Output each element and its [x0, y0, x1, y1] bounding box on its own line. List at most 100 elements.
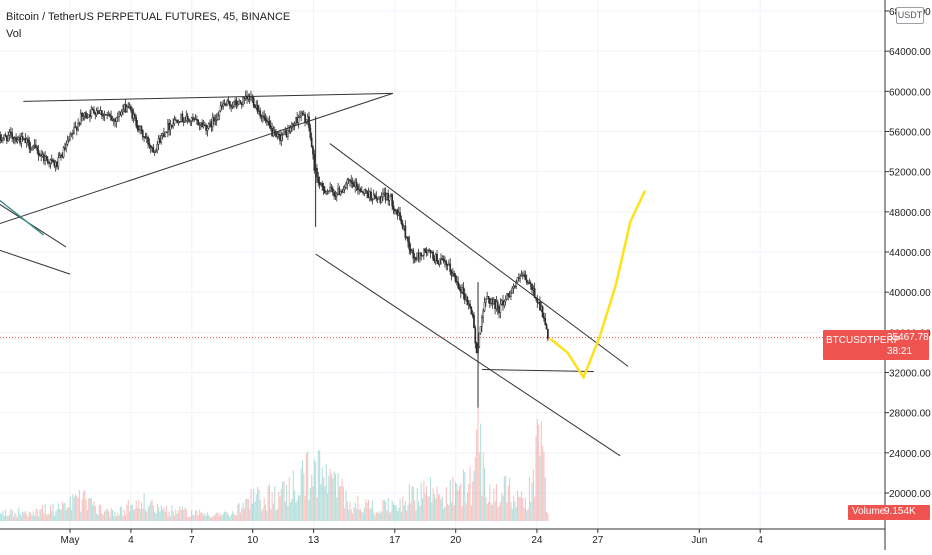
- candle-body: [506, 293, 508, 300]
- candle-body: [268, 121, 271, 127]
- volume-bar: [489, 484, 491, 521]
- volume-bar: [214, 514, 216, 521]
- volume-bar: [197, 515, 199, 521]
- volume-indicator-label[interactable]: Vol: [6, 28, 22, 40]
- volume-bar: [515, 506, 517, 521]
- volume-bar: [226, 512, 228, 521]
- candle-body: [189, 120, 192, 122]
- volume-bar: [386, 510, 388, 521]
- volume-bar: [239, 512, 242, 521]
- candle-body: [280, 135, 283, 141]
- volume-bar: [472, 481, 474, 521]
- volume-bar: [419, 506, 421, 521]
- candle-body: [215, 118, 218, 121]
- volume-bar: [408, 484, 410, 521]
- candle-body: [145, 136, 148, 139]
- candle-body: [184, 119, 186, 122]
- volume-bar: [445, 486, 447, 521]
- volume-bar: [350, 509, 352, 521]
- candle-body: [130, 106, 132, 111]
- volume-bar: [422, 498, 424, 521]
- volume-bar: [547, 513, 549, 521]
- candle-body: [221, 105, 223, 107]
- candle-body: [370, 191, 372, 201]
- candle-body: [528, 282, 531, 284]
- candle-body: [4, 134, 7, 137]
- candle-body: [8, 131, 11, 136]
- candle-body: [432, 251, 434, 260]
- price-tick-label: 56000.00: [889, 128, 931, 139]
- volume-bar: [296, 499, 298, 521]
- candle-body: [529, 282, 532, 285]
- candle-body: [207, 123, 210, 129]
- time-tick-label: 17: [389, 535, 401, 546]
- volume-bar: [456, 483, 458, 521]
- volume-bar: [394, 505, 396, 521]
- candle-body: [420, 252, 423, 257]
- candle-body: [500, 300, 503, 305]
- candle-body: [203, 124, 206, 127]
- candle-body: [341, 190, 343, 193]
- candle-body: [17, 137, 20, 141]
- volume-bar: [41, 504, 44, 521]
- symbol-title[interactable]: Bitcoin / TetherUS PERPETUAL FUTURES, 45…: [6, 11, 291, 23]
- candle-body: [178, 121, 181, 123]
- candle-body: [392, 205, 395, 210]
- volume-bar: [502, 495, 504, 521]
- candle-body: [160, 135, 163, 144]
- currency-badge[interactable]: USDT: [896, 7, 924, 24]
- candle-body: [417, 252, 420, 259]
- volume-bar: [133, 509, 135, 521]
- candle-body: [147, 136, 149, 144]
- candle-body: [111, 119, 114, 121]
- volume-bar: [123, 510, 125, 521]
- volume-bar: [539, 455, 541, 521]
- volume-bar: [2, 510, 4, 521]
- volume-bar: [114, 511, 116, 521]
- candle-body: [101, 110, 103, 116]
- volume-bar: [328, 475, 330, 521]
- volume-bar: [370, 507, 372, 521]
- volume-bar: [216, 512, 218, 521]
- volume-bar: [506, 502, 508, 521]
- volume-bar: [425, 485, 428, 521]
- volume-bar: [490, 503, 492, 521]
- volume-bar: [412, 486, 414, 521]
- candle-body: [449, 263, 452, 272]
- volume-bar: [221, 515, 223, 521]
- volume-bar: [96, 513, 98, 521]
- volume-bar: [251, 503, 253, 521]
- volume-bar: [253, 489, 255, 521]
- volume-bar: [534, 496, 536, 521]
- candle-body: [337, 188, 339, 195]
- volume-bar: [546, 511, 548, 521]
- volume-bar: [179, 506, 181, 521]
- volume-bar: [189, 516, 191, 521]
- candle-body: [193, 118, 196, 121]
- volume-bar: [410, 503, 412, 521]
- candle-body: [95, 110, 98, 115]
- candle-body: [288, 130, 291, 132]
- volume-bar: [367, 499, 370, 521]
- volume-bar: [466, 492, 468, 521]
- candle-body: [263, 115, 266, 119]
- volume-bar: [111, 509, 114, 521]
- volume-bar: [431, 502, 433, 521]
- volume-bar: [63, 503, 65, 521]
- volume-bar: [125, 515, 127, 521]
- candle-body: [349, 179, 351, 181]
- volume-bar: [196, 510, 198, 521]
- volume-bar: [501, 493, 503, 521]
- volume-bar: [290, 502, 292, 521]
- candle-body: [182, 121, 185, 123]
- volume-bar: [423, 481, 425, 521]
- candle-body: [61, 154, 64, 158]
- candle-body: [421, 254, 424, 257]
- volume-bar: [532, 469, 534, 521]
- candle-body: [39, 154, 41, 157]
- candle-body: [335, 193, 338, 197]
- volume-bar: [317, 450, 319, 521]
- volume-bar: [308, 500, 310, 521]
